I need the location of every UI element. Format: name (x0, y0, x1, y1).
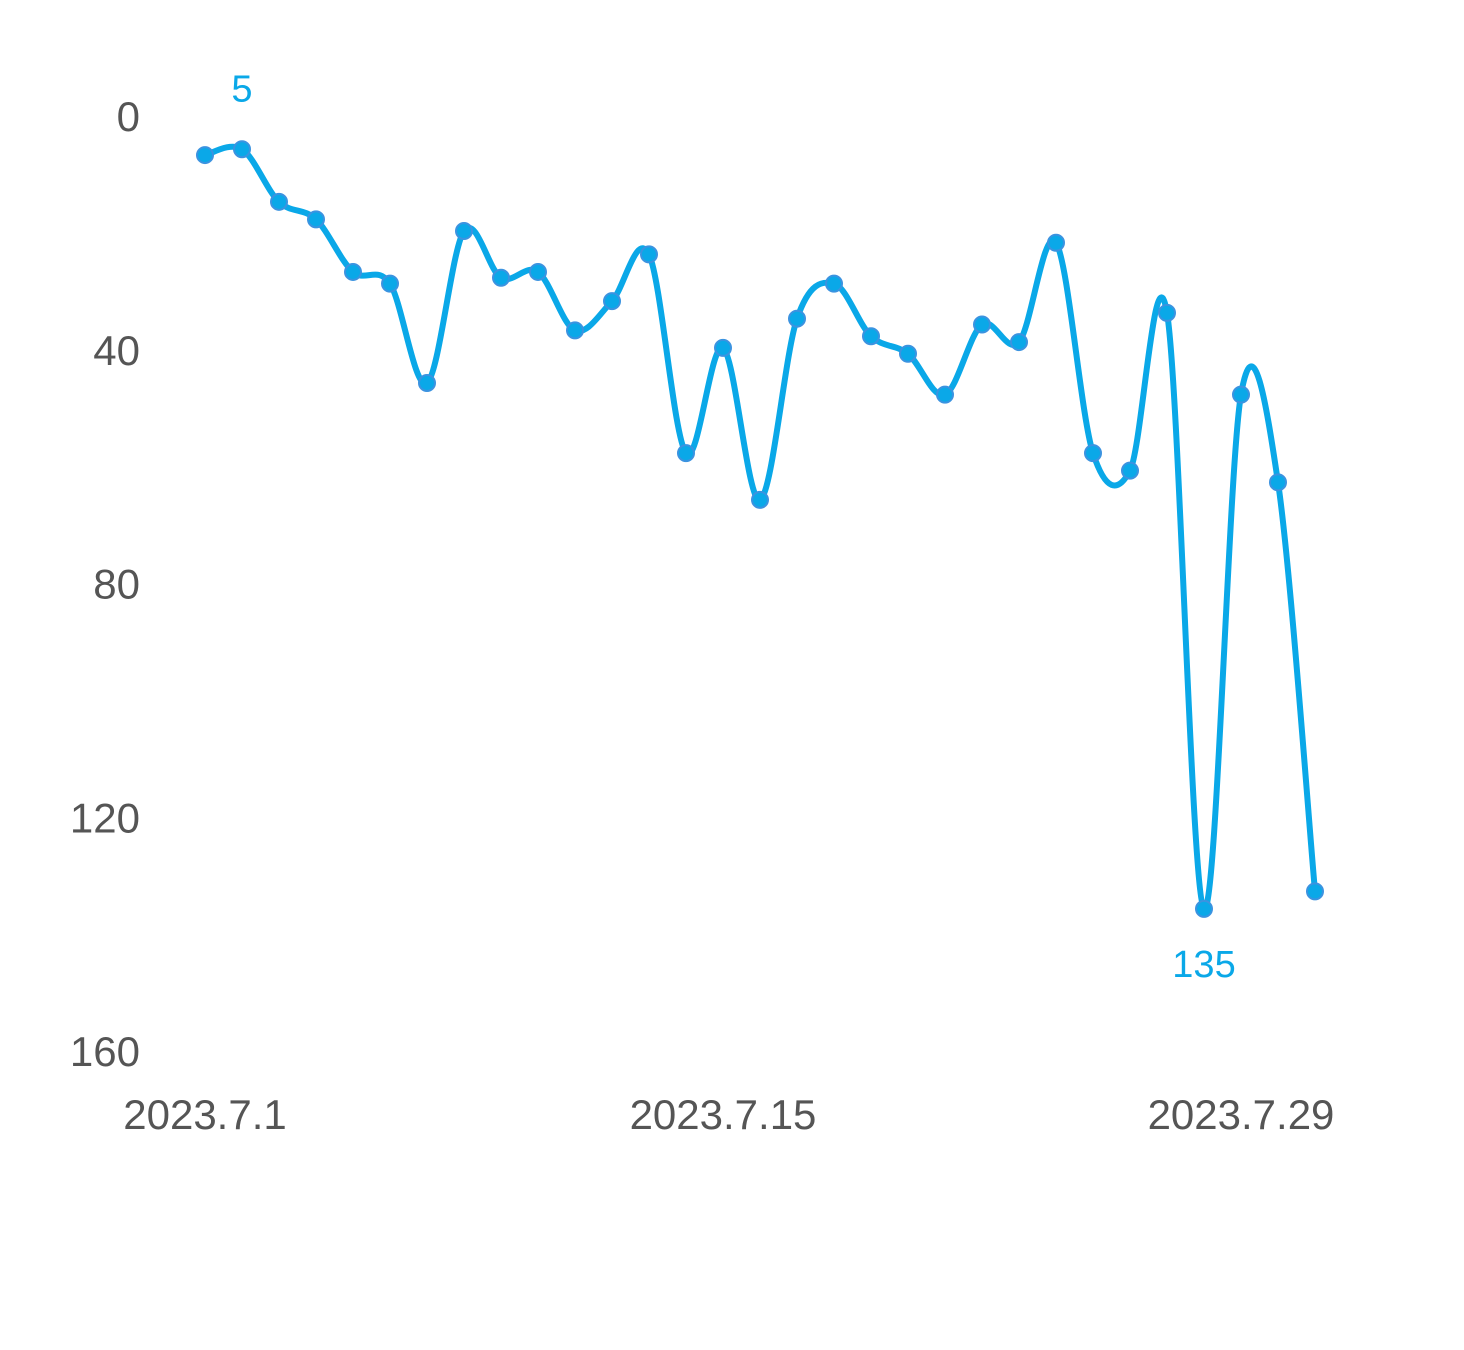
mark-point-label: 135 (1172, 944, 1235, 986)
point (640, 245, 658, 264)
point (529, 262, 547, 281)
line (204, 143, 1318, 912)
y-tick-label: 40 (93, 327, 140, 374)
point (307, 210, 325, 229)
x-tick-label: 2023.7.15 (630, 1091, 817, 1138)
x-tick-label: 2023.7.1 (123, 1091, 287, 1138)
point (1269, 473, 1287, 492)
mark-point-label: 5 (231, 68, 252, 110)
point (1158, 303, 1176, 322)
point (1232, 385, 1250, 404)
point (936, 385, 954, 404)
point (270, 192, 288, 211)
point (492, 268, 510, 287)
point (1047, 233, 1065, 252)
point (751, 490, 769, 509)
point (196, 146, 214, 165)
point (788, 309, 806, 328)
point (677, 444, 695, 463)
y-tick-label: 80 (93, 561, 140, 608)
x-tick-label: 2023.7.29 (1148, 1091, 1335, 1138)
point (344, 262, 362, 281)
y-tick-label: 120 (70, 794, 140, 841)
point (825, 274, 843, 293)
point (862, 327, 880, 346)
point (233, 140, 251, 159)
point (566, 321, 584, 340)
y-tick-label: 0 (117, 93, 140, 140)
point (418, 373, 436, 392)
point (899, 344, 917, 363)
point (1195, 899, 1213, 918)
point (973, 315, 991, 334)
point (1121, 461, 1139, 480)
point (1306, 882, 1324, 901)
y-tick-label: 160 (70, 1028, 140, 1075)
point (714, 338, 732, 357)
point (603, 292, 621, 311)
point (381, 274, 399, 293)
point (455, 222, 473, 241)
point (1084, 444, 1102, 463)
point (1010, 333, 1028, 352)
